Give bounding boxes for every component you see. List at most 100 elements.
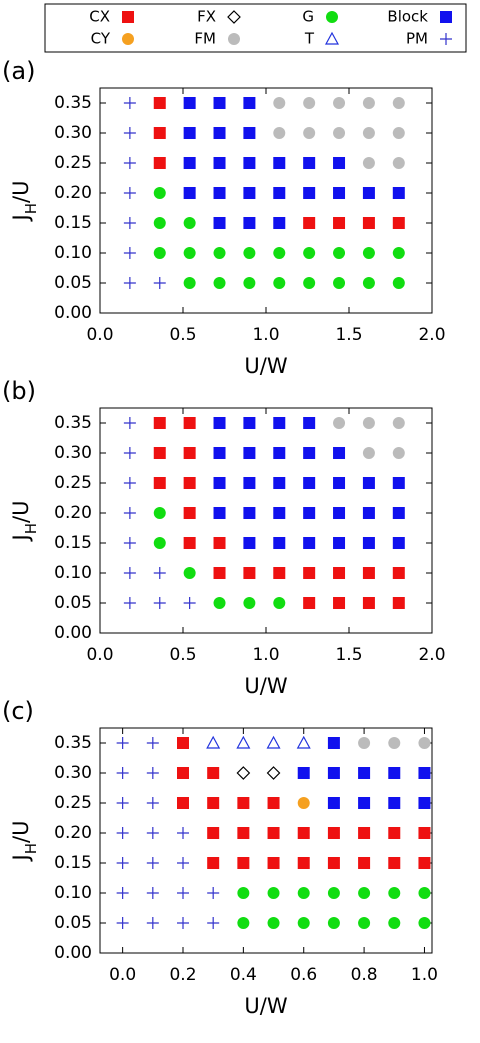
- x-tick-label: 0.5: [169, 325, 196, 345]
- point: [392, 477, 405, 489]
- y-tick-label: 0.30: [54, 763, 92, 783]
- point: [333, 187, 346, 199]
- point: [392, 217, 405, 229]
- point: [183, 597, 196, 609]
- point: [153, 157, 166, 169]
- point: [146, 887, 159, 899]
- panel-label: (a): [2, 57, 35, 85]
- point: [333, 597, 346, 609]
- point: [362, 277, 375, 289]
- point: [207, 917, 220, 929]
- point: [123, 447, 136, 459]
- point: [123, 97, 136, 109]
- point: [116, 887, 129, 899]
- point: [153, 537, 166, 549]
- x-tick-label: 0.0: [86, 645, 113, 665]
- point: [273, 217, 286, 229]
- point: [392, 417, 405, 429]
- point: [327, 917, 340, 929]
- point: [183, 537, 196, 549]
- y-tick-label: 0.30: [54, 123, 92, 143]
- legend-label: CX: [89, 8, 110, 26]
- point: [303, 127, 316, 139]
- y-tick-label: 0.00: [54, 303, 92, 323]
- point: [213, 537, 226, 549]
- point: [333, 477, 346, 489]
- y-tick-label: 0.10: [54, 243, 92, 263]
- point: [273, 247, 286, 259]
- y-tick-label: 0.20: [54, 503, 92, 523]
- point: [123, 157, 136, 169]
- point: [333, 247, 346, 259]
- point: [303, 277, 316, 289]
- point: [358, 737, 371, 749]
- point: [418, 827, 431, 839]
- point: [327, 767, 340, 779]
- point: [183, 507, 196, 519]
- point: [243, 217, 256, 229]
- point: [213, 597, 226, 609]
- point: [273, 97, 286, 109]
- point: [333, 507, 346, 519]
- point: [327, 797, 340, 809]
- point: [392, 157, 405, 169]
- point: [327, 737, 340, 749]
- point: [153, 127, 166, 139]
- point: [213, 277, 226, 289]
- point: [207, 827, 220, 839]
- legend-marker: [324, 31, 340, 45]
- point: [123, 567, 136, 579]
- point: [123, 247, 136, 259]
- y-tick-label: 0.20: [54, 183, 92, 203]
- point: [243, 247, 256, 259]
- point: [303, 507, 316, 519]
- y-tick-label: 0.05: [54, 273, 92, 293]
- point: [362, 447, 375, 459]
- point: [297, 917, 310, 929]
- point: [388, 857, 401, 869]
- point: [333, 127, 346, 139]
- y-axis-label: JH/U: [9, 501, 40, 543]
- point: [177, 797, 189, 809]
- point: [123, 187, 136, 199]
- point: [303, 97, 316, 109]
- y-tick-label: 0.35: [54, 733, 92, 753]
- y-tick-label: 0.25: [54, 473, 92, 493]
- point: [362, 537, 375, 549]
- point: [183, 567, 196, 579]
- y-axis-label-part: J: [9, 534, 33, 542]
- point: [358, 797, 371, 809]
- y-axis-label-part: H: [22, 523, 40, 534]
- point: [303, 247, 316, 259]
- point: [362, 417, 375, 429]
- point: [327, 827, 340, 839]
- point: [297, 857, 310, 869]
- x-tick-label: 1.0: [252, 325, 279, 345]
- point: [236, 766, 251, 780]
- point: [206, 735, 221, 749]
- legend-label: PM: [406, 30, 428, 48]
- point: [303, 537, 316, 549]
- point: [207, 767, 220, 779]
- legend-label: Block: [387, 8, 428, 26]
- point: [267, 887, 280, 899]
- point: [123, 217, 136, 229]
- point: [183, 417, 196, 429]
- point: [183, 247, 196, 259]
- point: [207, 887, 220, 899]
- point: [123, 537, 136, 549]
- point: [388, 737, 401, 749]
- point: [388, 797, 401, 809]
- x-tick-label: 0.0: [86, 325, 113, 345]
- point: [392, 537, 405, 549]
- point: [153, 217, 166, 229]
- point: [392, 127, 405, 139]
- legend-marker: [228, 33, 240, 45]
- point: [243, 537, 256, 549]
- point: [243, 417, 256, 429]
- point: [153, 417, 166, 429]
- point: [116, 767, 129, 779]
- point: [362, 217, 375, 229]
- point: [418, 887, 431, 899]
- point: [116, 827, 129, 839]
